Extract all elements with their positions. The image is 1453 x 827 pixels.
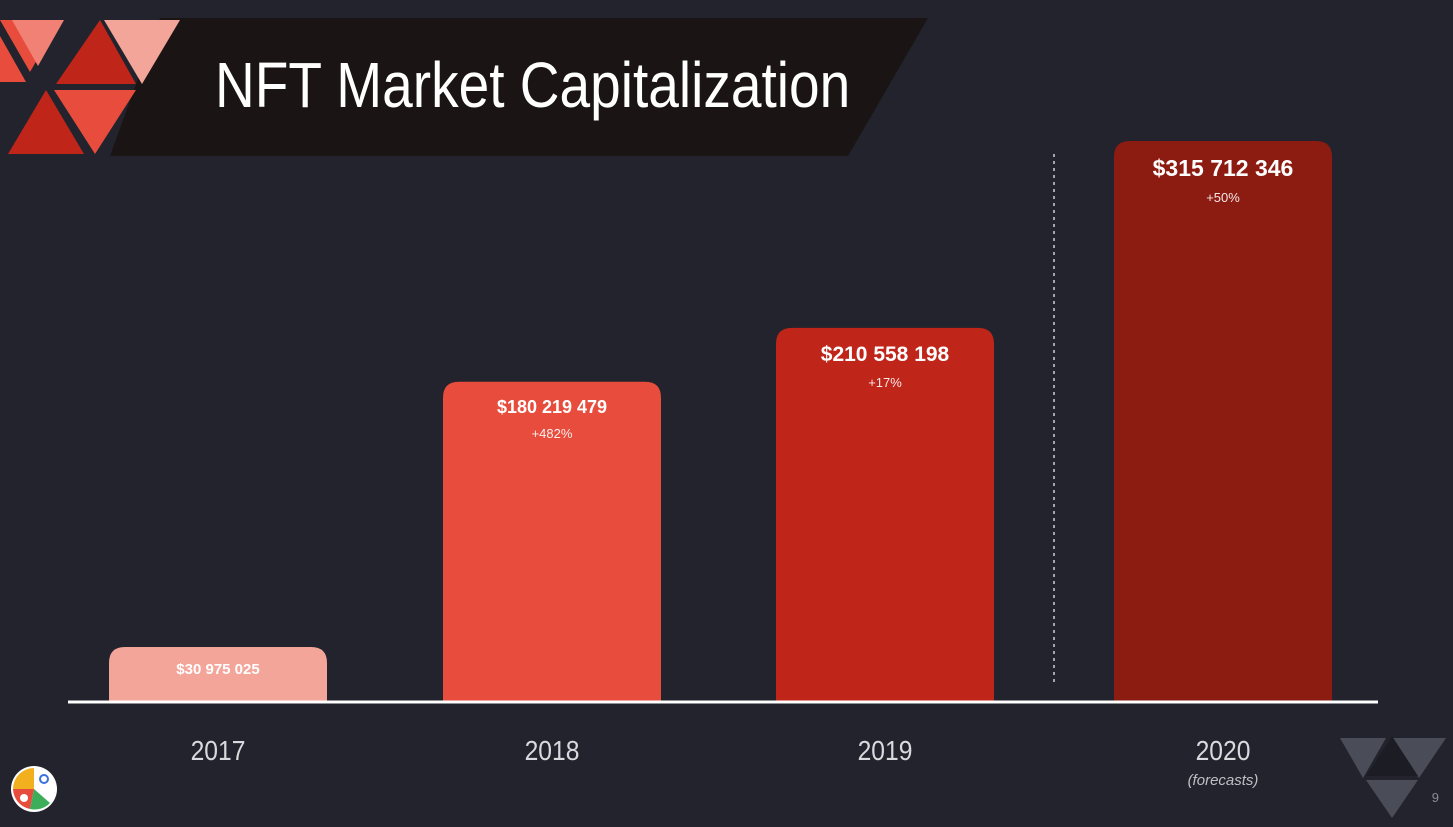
slide-title: NFT Market Capitalization bbox=[215, 49, 851, 121]
x-tick-label-2017: 2017 bbox=[190, 735, 246, 766]
bar-value-label-2017: $30 975 025 bbox=[176, 660, 260, 678]
bar-value-label-2020: $315 712 346 bbox=[1152, 155, 1294, 181]
title-band bbox=[110, 18, 928, 156]
bar-2017 bbox=[109, 646, 327, 702]
triangle-decor-bottom-right bbox=[1340, 736, 1446, 818]
x-tick-label-2018: 2018 bbox=[524, 735, 580, 766]
app-logo-icon bbox=[11, 766, 57, 812]
x-tick-label-2019: 2019 bbox=[857, 735, 913, 766]
x-tick-label-2020: 2020 bbox=[1195, 735, 1251, 766]
bar-2020 bbox=[1114, 141, 1332, 702]
bar-value-label-2019: $210 558 198 bbox=[820, 342, 950, 366]
page-number: 9 bbox=[1431, 790, 1439, 805]
bar-2018 bbox=[443, 381, 661, 702]
bar-value-label-2018: $180 219 479 bbox=[496, 396, 608, 417]
bar-change-label-2018: +482% bbox=[531, 425, 573, 441]
x-tick-note-2020: (forecasts) bbox=[1187, 772, 1259, 789]
triangle-logo-top-left bbox=[0, 20, 180, 154]
bar-2019 bbox=[776, 327, 994, 702]
bar-change-label-2019: +17% bbox=[868, 374, 902, 390]
bar-change-label-2020: +50% bbox=[1206, 190, 1240, 205]
